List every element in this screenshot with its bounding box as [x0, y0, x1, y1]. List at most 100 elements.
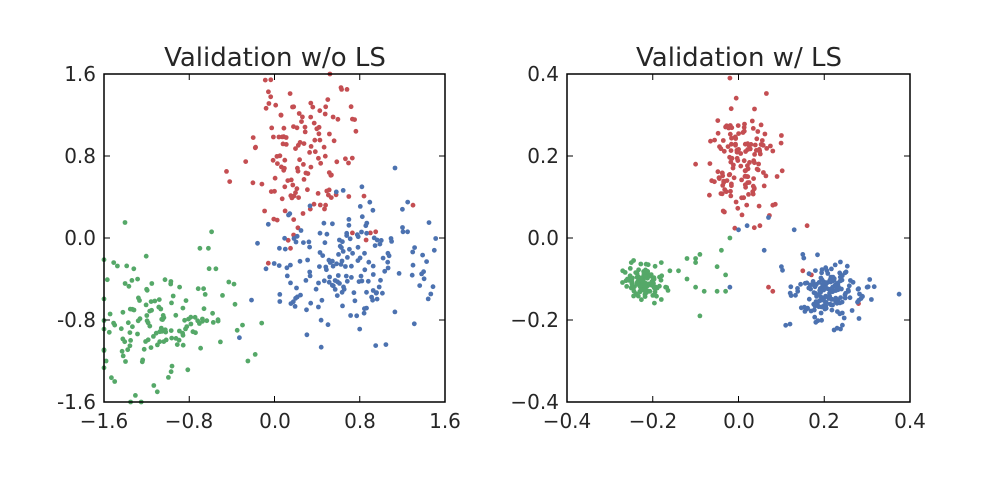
scatter-point-blue — [349, 263, 354, 269]
scatter-point-green — [155, 342, 160, 348]
scatter-point-green — [642, 294, 648, 299]
scatter-point-red — [712, 137, 717, 143]
chart-title: Validation w/o LS — [164, 43, 386, 73]
scatter-point-red — [725, 144, 731, 150]
scatter-point-blue — [371, 235, 377, 241]
scatter-point-blue — [339, 289, 345, 295]
scatter-point-red — [720, 138, 726, 143]
scatter-point-blue — [848, 278, 853, 283]
scatter-point-green — [185, 367, 191, 373]
scatter-point-blue — [352, 298, 358, 304]
scatter-point-blue — [301, 240, 306, 246]
scatter-point-red — [736, 131, 741, 137]
scatter-point-red — [755, 129, 761, 134]
scatter-point-red — [743, 168, 749, 173]
scatter-point-red — [290, 182, 296, 188]
scatter-point-blue — [834, 300, 840, 306]
scatter-point-green — [152, 298, 158, 304]
scatter-point-green — [109, 375, 114, 381]
y-tick-label: -0.8 — [57, 308, 96, 332]
scatter-point-green — [197, 245, 203, 251]
scatter-point-green — [629, 284, 634, 290]
scatter-point-blue — [800, 252, 806, 257]
scatter-point-red — [311, 120, 317, 126]
scatter-point-green — [104, 277, 110, 283]
scatter-point-blue — [846, 283, 852, 289]
scatter-point-green — [182, 317, 188, 323]
scatter-point-green — [226, 279, 232, 285]
scatter-point-red — [243, 159, 249, 165]
scatter-point-blue — [284, 265, 290, 271]
scatter-point-blue — [357, 204, 363, 209]
scatter-point-blue — [284, 273, 290, 279]
scatter-point-red — [293, 190, 298, 196]
scatter-point-green — [126, 283, 132, 289]
scatter-point-blue — [428, 291, 434, 297]
scatter-point-blue — [321, 220, 327, 226]
scatter-point-red — [751, 186, 757, 192]
scatter-point-blue — [362, 306, 367, 312]
scatter-point-blue — [383, 342, 389, 347]
scatter-point-red — [729, 141, 734, 147]
scatter-point-blue — [374, 296, 380, 302]
scatter-point-green — [129, 278, 135, 283]
scatter-point-red — [281, 125, 287, 131]
x-tick-label: 1.6 — [429, 409, 461, 433]
x-tick-label: 0.0 — [723, 409, 755, 433]
scatter-point-red — [755, 167, 761, 173]
scatter-point-red — [761, 170, 766, 175]
scatter-point-green — [642, 286, 648, 292]
scatter-point-blue — [316, 304, 321, 310]
scatter-point-blue — [823, 293, 829, 299]
scatter-point-blue — [282, 235, 287, 241]
scatter-point-blue — [400, 229, 406, 235]
scatter-point-green — [166, 375, 171, 380]
scatter-point-blue — [804, 280, 810, 286]
scatter-point-blue — [824, 268, 830, 273]
scatter-point-red — [757, 223, 763, 229]
scatter-point-red — [758, 122, 764, 128]
scatter-point-red — [728, 193, 734, 199]
scatter-point-blue — [322, 240, 328, 246]
scatter-point-blue — [400, 206, 405, 212]
scatter-point-red — [268, 189, 274, 195]
scatter-point-red — [279, 134, 285, 140]
scatter-point-blue — [306, 239, 312, 245]
scatter-point-green — [120, 353, 126, 359]
scatter-point-blue — [810, 279, 816, 284]
scatter-point-red — [311, 201, 317, 207]
scatter-point-green — [173, 312, 179, 318]
scatter-point-red — [735, 205, 741, 211]
scatter-point-red — [762, 131, 768, 137]
scatter-point-green — [127, 330, 133, 335]
scatter-point-red — [331, 138, 337, 144]
scatter-point-green — [658, 277, 664, 283]
scatter-point-blue — [417, 283, 423, 288]
scatter-point-red — [750, 125, 756, 131]
panel-validation-with-ls: Validation w/ LS −0.4 −0.2 0.0 0.2 0.4 −… — [510, 43, 925, 433]
scatter-point-blue — [842, 270, 848, 276]
scatter-point-green — [122, 281, 128, 286]
scatter-point-blue — [330, 283, 336, 289]
scatter-point-green — [173, 336, 179, 341]
scatter-point-red — [739, 195, 744, 201]
scatter-point-green — [156, 304, 162, 310]
scatter-point-blue — [337, 281, 342, 286]
scatter-point-blue — [347, 236, 353, 242]
scatter-point-green — [168, 369, 174, 375]
scatter-point-blue — [806, 285, 812, 291]
scatter-point-blue — [816, 292, 821, 298]
scatter-point-red — [708, 138, 713, 144]
scatter-point-blue — [373, 343, 379, 348]
scatter-point-red — [757, 151, 763, 157]
scatter-point-blue — [837, 278, 843, 284]
scatter-point-red — [289, 195, 295, 201]
scatter-point-red — [729, 125, 735, 131]
scatter-point-green — [654, 293, 659, 299]
scatter-point-blue — [325, 322, 331, 328]
scatter-point-red — [742, 182, 748, 188]
scatter-point-blue — [426, 220, 432, 226]
scatter-point-red — [278, 112, 284, 118]
scatter-point-green — [195, 286, 201, 292]
scatter-point-red — [295, 142, 301, 148]
